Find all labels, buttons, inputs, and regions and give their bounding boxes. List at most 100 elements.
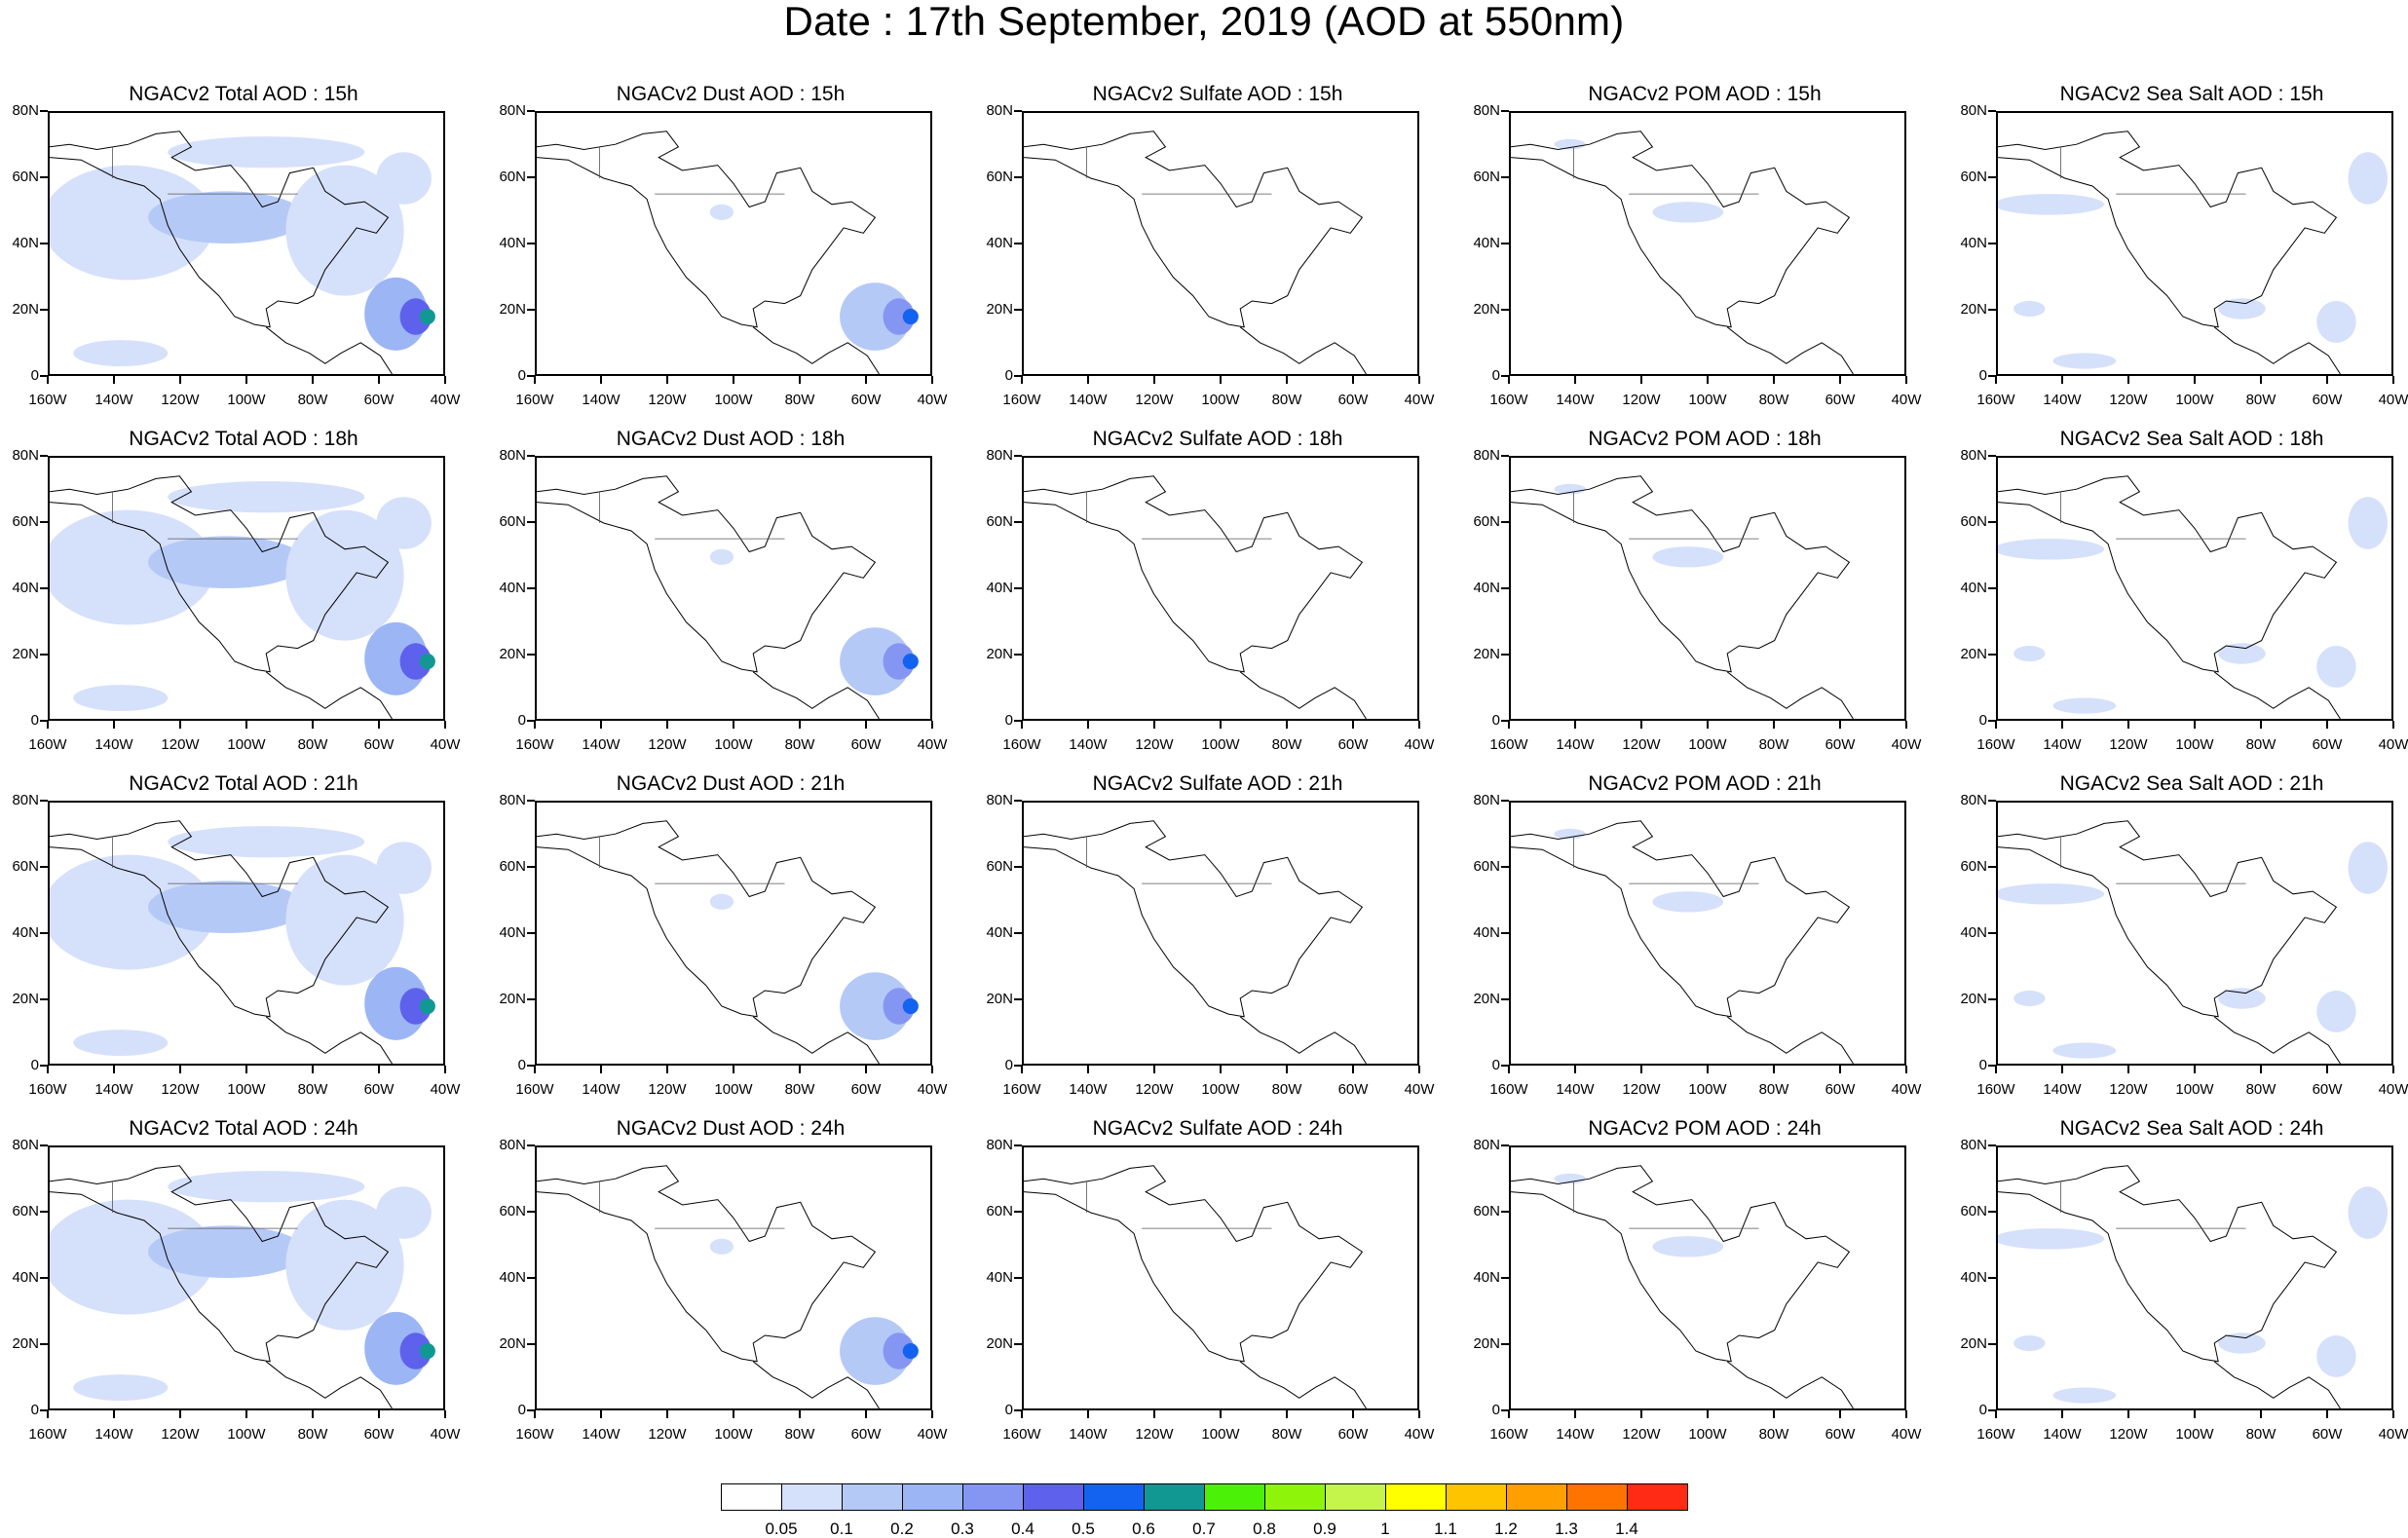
lon-tick-label: 100W <box>2175 1426 2214 1443</box>
lon-tick-label: 120W <box>648 1426 687 1443</box>
coastline <box>1239 326 1367 374</box>
lon-tick-label: 160W <box>28 1426 67 1443</box>
lat-tick <box>527 375 535 377</box>
aod-field-patch <box>2316 990 2356 1032</box>
lon-tick <box>1508 376 1510 384</box>
lat-tick-label: 40N <box>986 924 1013 941</box>
lat-tick-label: 80N <box>986 1137 1013 1153</box>
lat-tick <box>40 1343 48 1345</box>
lon-tick-label: 120W <box>1622 1081 1661 1098</box>
coastline <box>1511 475 1851 673</box>
lon-tick-label: 60W <box>850 392 882 408</box>
lat-tick <box>1014 176 1022 178</box>
lon-tick-label: 120W <box>648 392 687 408</box>
colorbar-swatch <box>842 1483 903 1511</box>
lat-tick <box>1988 176 1996 178</box>
lat-tick-label: 0 <box>1004 1402 1013 1418</box>
lat-tick <box>1501 309 1509 311</box>
lon-tick <box>1220 721 1222 729</box>
aod-field-patch <box>2218 1332 2266 1354</box>
lat-tick-label: 20N <box>1473 646 1500 662</box>
lon-tick <box>444 721 446 729</box>
coastline <box>265 671 393 719</box>
lat-tick <box>527 1065 535 1067</box>
lat-tick-label: 60N <box>986 513 1013 530</box>
coastline <box>1726 671 1854 719</box>
aod-field-patch <box>148 536 306 588</box>
lat-tick <box>1988 1277 1996 1279</box>
lon-tick-label: 40W <box>430 736 461 753</box>
aod-field-patch <box>399 988 432 1025</box>
aod-field-patch <box>285 165 404 296</box>
lat-tick <box>40 110 48 112</box>
aod-field-patch <box>2316 1334 2356 1377</box>
lon-tick-label: 140W <box>2043 736 2082 753</box>
lat-tick-label: 20N <box>1960 1335 1987 1352</box>
lon-tick <box>1640 721 1642 729</box>
lon-tick <box>2392 1066 2394 1073</box>
lon-tick-label: 80W <box>1271 1081 1302 1098</box>
lon-tick <box>2326 1410 2328 1418</box>
coastline <box>1726 1016 1854 1064</box>
coastline <box>265 1361 393 1408</box>
lon-tick <box>2127 1066 2129 1073</box>
aod-map <box>50 820 435 1064</box>
colorbar-label: 0.2 <box>890 1519 914 1538</box>
map-plot-area <box>1509 801 1906 1066</box>
aod-map <box>1024 475 1367 719</box>
lon-tick <box>1773 376 1775 384</box>
lon-tick-label: 80W <box>2245 392 2276 408</box>
lat-tick <box>40 521 48 523</box>
lat-tick <box>527 1343 535 1345</box>
lon-tick-label: 120W <box>1622 736 1661 753</box>
aod-field-patch <box>73 685 169 711</box>
lon-tick <box>1905 1066 1907 1073</box>
lon-tick-label: 160W <box>1489 392 1528 408</box>
lon-tick <box>1905 1410 1907 1418</box>
lon-tick <box>799 376 801 384</box>
lat-tick <box>1988 866 1996 868</box>
coastline <box>2213 326 2341 374</box>
lat-tick <box>1014 1409 1022 1411</box>
lon-tick <box>1021 1410 1023 1418</box>
lat-tick-label: 40N <box>1473 235 1500 251</box>
lat-tick-label: 80N <box>1473 1137 1500 1153</box>
lon-tick <box>534 1410 536 1418</box>
lat-tick-label: 40N <box>1473 1269 1500 1286</box>
lon-tick-label: 120W <box>1622 392 1661 408</box>
lat-tick-label: 80N <box>499 447 526 464</box>
coastline <box>1024 131 1364 328</box>
coastline <box>50 475 390 673</box>
colorbar-swatch <box>962 1483 1024 1511</box>
lon-tick-label: 80W <box>2245 736 2276 753</box>
panel-title: NGACv2 Dust AOD : 15h <box>616 83 846 105</box>
coastline <box>1024 1165 1364 1363</box>
panel-title: NGACv2 Sulfate AOD : 18h <box>1092 428 1343 450</box>
lat-tick <box>1014 800 1022 802</box>
map-panel-seasalt-21h: NGACv2 Sea Salt AOD : 21h 80N 60N 40N 20N 0 16… <box>1948 772 2408 1117</box>
lon-tick <box>1574 1410 1576 1418</box>
lat-tick <box>1014 1343 1022 1345</box>
map-panel-seasalt-24h: NGACv2 Sea Salt AOD : 24h 80N 60N 40N 20N 0 16… <box>1948 1117 2408 1462</box>
lat-tick-label: 0 <box>1491 367 1500 384</box>
lon-tick <box>865 376 867 384</box>
panel-title: NGACv2 POM AOD : 21h <box>1588 772 1822 795</box>
lat-tick <box>1014 1211 1022 1213</box>
lon-tick-label: 120W <box>648 1081 687 1098</box>
map-plot-area <box>48 801 445 1066</box>
lat-tick <box>40 243 48 244</box>
lon-tick-label: 140W <box>582 392 621 408</box>
lat-tick-label: 80N <box>1960 102 1987 119</box>
coastline <box>1239 671 1367 719</box>
lon-tick <box>1707 376 1709 384</box>
colorbar-label: 1.1 <box>1434 1519 1457 1538</box>
lon-tick-label: 60W <box>1825 392 1856 408</box>
aod-field-patch <box>376 1186 432 1239</box>
colorbar-swatch <box>781 1483 843 1511</box>
lat-tick-label: 80N <box>986 447 1013 464</box>
lat-tick <box>527 110 535 112</box>
lon-tick-label: 140W <box>94 736 133 753</box>
lon-tick <box>534 1066 536 1073</box>
lat-tick <box>1988 243 1996 244</box>
lat-tick-label: 0 <box>1004 367 1013 384</box>
